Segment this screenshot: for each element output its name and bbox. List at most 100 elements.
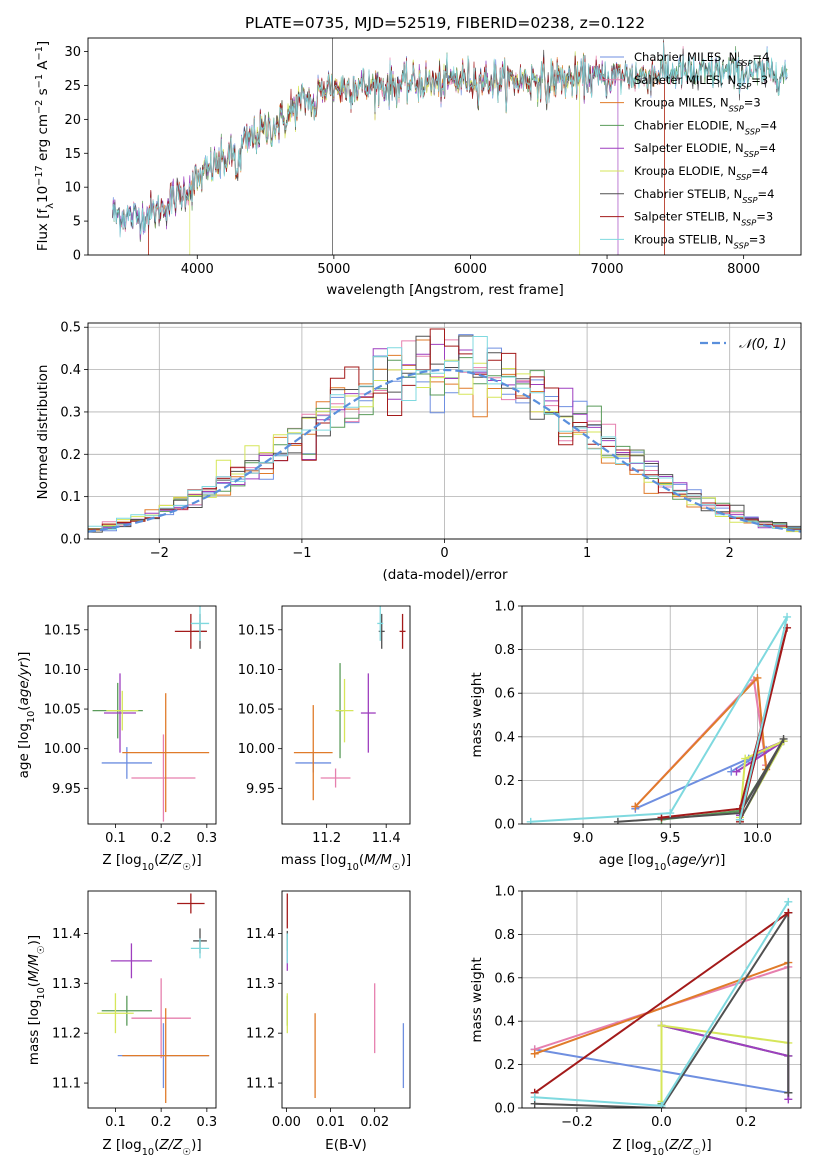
y-tick-label: 0.6: [494, 687, 515, 702]
weight-marker: [784, 908, 793, 917]
y-tick-label: 1.0: [494, 885, 515, 900]
legend-label: Salpeter MILES, NSSP=3: [634, 73, 768, 91]
y-axis-label: Flux [fλ10−17 erg cm−2 s−1 A−1]: [34, 41, 56, 251]
x-tick-label: 5000: [317, 262, 350, 277]
y-tick-label: 0: [73, 249, 81, 264]
weight-marker: [735, 815, 744, 824]
y-tick-label: 10.00: [238, 742, 275, 757]
y-tick-label: 10.05: [44, 703, 81, 718]
legend-label: Salpeter ELODIE, NSSP=4: [634, 141, 776, 159]
y-tick-label: 0.6: [494, 971, 515, 986]
y-tick-label: 15: [64, 147, 81, 162]
legend-label: Chabrier ELODIE, NSSP=4: [634, 118, 777, 136]
x-axis-label: wavelength [Angstrom, rest frame]: [326, 282, 564, 298]
x-tick-label: −2: [150, 546, 169, 561]
histogram-series: [88, 336, 801, 531]
y-axis-label: Normed distribution: [35, 365, 51, 500]
y-tick-label: 0.8: [494, 643, 515, 658]
x-tick-label: 0.3: [197, 1115, 218, 1130]
axes-frame: [87, 37, 802, 256]
y-tick-label: 10.10: [238, 663, 275, 678]
weight-marker: [657, 813, 666, 822]
spectrum-axes: 4000 5000 6000 7000 8000 0 5 10 15 20 25 30: [64, 37, 802, 277]
weight-line: [534, 911, 789, 1094]
plot-area: [526, 612, 792, 824]
axes-frame: [521, 890, 802, 1109]
y-tick-label: 10.05: [238, 703, 275, 718]
x-tick-label: 0.3: [197, 831, 218, 846]
chart-title: PLATE=0735, MJD=52519, FIBERID=0238, z=0…: [245, 14, 645, 32]
weight-marker: [784, 897, 793, 906]
y-tick-label: 9.95: [246, 782, 275, 797]
x-tick-label: 11.4: [372, 831, 401, 846]
histogram-series: [88, 328, 801, 530]
mass-weight-vs-age-axes: 9.0 9.5 10.0 0.0 0.2 0.4 0.6 0.8 1.0: [494, 600, 802, 846]
plot-area: [286, 893, 405, 1099]
age-vs-z-axes: 0.1 0.2 0.3 9.95 10.00 10.05 10.10 10.15: [44, 605, 218, 846]
y-tick-label: 0.0: [60, 533, 81, 548]
y-tick-label: 11.1: [52, 1077, 81, 1092]
y-tick-label: 0.0: [494, 818, 515, 833]
x-tick-label: 0.1: [105, 1115, 126, 1130]
y-tick-label: 0.1: [60, 490, 81, 505]
mass-weight-vs-z-axes: −0.2 0.0 0.2 0.0 0.2 0.4 0.6 0.8 1.0: [494, 885, 802, 1130]
x-tick-label: 9.0: [573, 831, 594, 846]
x-axis-label: E(B-V): [325, 1137, 367, 1153]
legend-label: Chabrier STELIB, NSSP=4: [634, 187, 774, 205]
x-tick-label: 0.00: [272, 1115, 301, 1130]
weight-marker: [530, 1049, 539, 1058]
axes-frame: [87, 605, 217, 825]
weight-marker: [779, 734, 788, 743]
histogram-series: [88, 334, 801, 532]
spectrum-line: [112, 55, 619, 255]
weight-marker: [530, 1093, 539, 1102]
y-tick-label: 20: [64, 113, 81, 128]
y-tick-label: 25: [64, 79, 81, 94]
y-axis-label: mass weight: [469, 957, 485, 1042]
x-tick-label: 9.5: [660, 831, 681, 846]
weight-marker: [631, 802, 640, 811]
spectrum-line: [112, 42, 788, 238]
x-tick-label: 2: [726, 546, 734, 561]
weight-marker: [666, 809, 675, 818]
y-tick-label: 11.2: [246, 1027, 275, 1042]
x-axis-label: mass [log10(M/M☉)]: [281, 852, 411, 873]
x-tick-label: 0.02: [360, 1115, 389, 1130]
y-tick-label: 0.8: [494, 928, 515, 943]
y-tick-label: 10.15: [238, 623, 275, 638]
y-tick-label: 0.0: [494, 1102, 515, 1117]
x-tick-label: 4000: [181, 262, 214, 277]
y-tick-label: 10.00: [44, 742, 81, 757]
y-tick-label: 5: [73, 215, 81, 230]
weight-line: [617, 738, 785, 823]
plot-area: [293, 606, 406, 801]
y-tick-label: 11.2: [52, 1027, 81, 1042]
axes-frame: [281, 890, 411, 1109]
y-tick-label: 0.4: [60, 363, 81, 378]
axes-frame: [521, 605, 802, 825]
y-tick-label: 0.4: [494, 730, 515, 745]
normal-curve: [88, 368, 801, 533]
weight-marker: [741, 754, 750, 763]
weight-marker: [657, 1101, 666, 1108]
y-tick-label: 10: [64, 181, 81, 196]
x-tick-label: 1: [583, 546, 591, 561]
x-tick-label: 8000: [727, 262, 760, 277]
x-axis-label: Z [log10(Z/Z☉)]: [612, 1137, 711, 1158]
age-vs-mass-axes: 11.2 11.4 9.95 10.00 10.05 10.10 10.15: [238, 605, 411, 846]
plot-area: [88, 328, 801, 533]
y-tick-label: 11.4: [246, 927, 275, 942]
weight-line: [661, 627, 788, 823]
y-tick-label: 30: [64, 45, 81, 60]
x-tick-label: 0.2: [736, 1115, 757, 1130]
plot-area: [97, 893, 210, 1104]
legend-label: Kroupa STELIB, NSSP=3: [634, 232, 766, 250]
y-tick-label: 0.2: [494, 774, 515, 789]
y-axis-label: mass [log10(M/M☉)]: [26, 935, 47, 1065]
x-axis-label: (data-model)/error: [382, 567, 508, 583]
y-tick-label: 0.3: [60, 405, 81, 420]
mass-vs-ebv-axes: 0.00 0.01 0.02 11.1 11.2 11.3 11.4: [246, 890, 411, 1130]
legend-label: 𝒩(0, 1): [739, 337, 786, 352]
x-tick-label: 0.2: [151, 831, 172, 846]
